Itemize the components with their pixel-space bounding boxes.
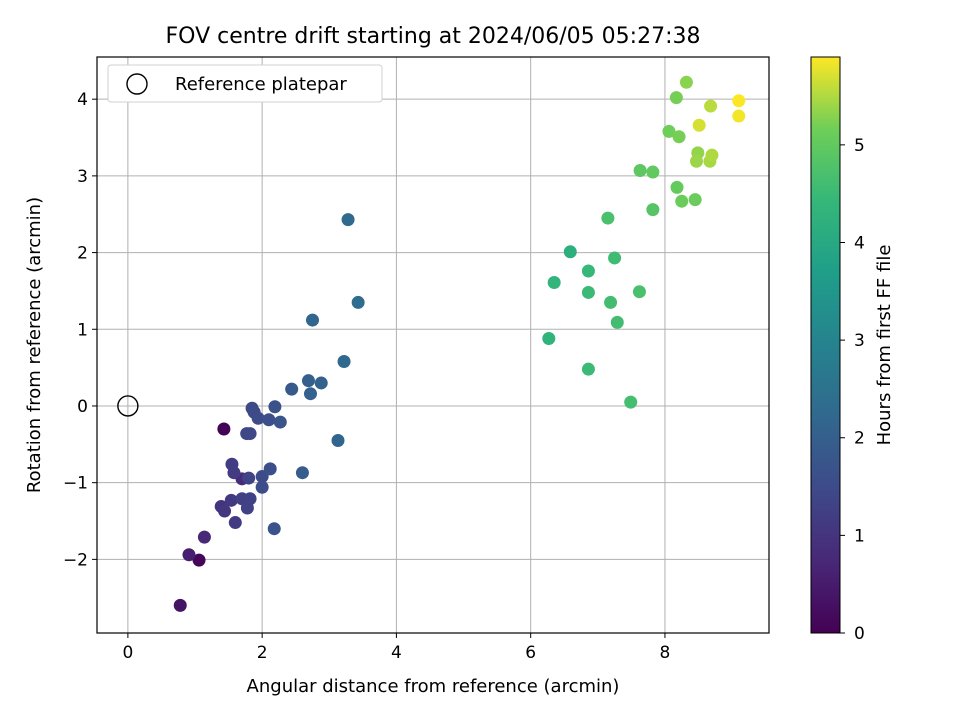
data-point [273,415,287,429]
data-point [601,211,615,225]
data-point [688,193,702,207]
x-axis-label: Angular distance from reference (arcmin) [247,676,620,697]
x-tick-label: 4 [391,643,402,663]
data-point [182,548,196,562]
data-point [679,75,693,89]
data-point [255,480,269,494]
data-point [732,94,746,108]
x-tick-label: 2 [257,643,268,663]
data-point [301,374,315,388]
data-point [732,109,746,123]
data-point [337,354,351,368]
data-point [632,285,646,299]
data-point [262,413,276,427]
data-point [563,245,577,259]
data-point [646,203,660,217]
legend: Reference platepar [107,64,383,103]
data-point [305,313,319,327]
data-point [704,99,718,113]
grid-lines [97,57,769,633]
y-tick-label: 0 [77,397,88,417]
data-points [173,75,746,612]
data-point [581,285,595,299]
data-point [646,165,660,179]
data-point [314,376,328,390]
chart-title: FOV centre drift starting at 2024/06/05 … [166,24,701,49]
data-point [295,466,309,480]
data-point [692,118,706,132]
data-point [224,493,238,507]
data-point [243,492,257,506]
data-point [225,457,239,471]
data-point [624,395,638,409]
x-tick-label: 8 [660,643,671,663]
data-point [351,295,365,309]
data-point [547,275,561,289]
data-point [608,251,622,265]
data-point [217,422,231,436]
data-point [251,411,265,425]
data-point [285,382,299,396]
data-point [542,331,556,345]
data-point [705,148,719,162]
colorbar-tick-label: 4 [854,233,865,253]
colorbar: 0 1 2 3 4 5 Hours from first FF file [810,56,895,644]
data-point [670,180,684,194]
y-axis-label: Rotation from reference (arcmin) [24,197,45,493]
data-point [331,433,345,447]
data-point [672,130,686,144]
legend-label: Reference platepar [175,74,347,95]
colorbar-tick-label: 0 [854,624,865,644]
data-point [268,400,282,414]
data-point [581,264,595,278]
data-point [255,470,269,484]
y-tick-label: −1 [63,474,88,494]
colorbar-gradient [810,56,841,634]
data-point [662,124,676,138]
legend-box [107,64,383,103]
colorbar-tick-label: 2 [854,429,865,449]
y-tick-label: 1 [77,320,88,340]
plot-frame [96,56,770,634]
data-point [243,427,257,441]
data-point [669,91,683,105]
data-point [263,462,277,476]
reference-platepar-marker [117,395,139,417]
data-point [228,516,242,530]
data-point [675,194,689,208]
data-point [689,154,703,168]
data-point [604,295,618,309]
x-axis-ticks: 0 2 4 6 8 [122,633,670,663]
colorbar-tick-label: 3 [854,331,865,351]
y-axis-ticks: −2 −1 0 1 2 3 4 [63,90,97,570]
y-tick-label: 2 [77,244,88,264]
colorbar-label: Hours from first FF file [874,245,895,446]
data-point [267,522,281,536]
data-point [303,387,317,401]
data-point [197,530,211,544]
data-point [341,213,355,227]
data-point [218,504,232,518]
data-point [173,598,187,612]
x-tick-label: 0 [122,643,133,663]
colorbar-tick-label: 5 [854,136,865,156]
legend-reference-marker [126,73,148,95]
y-tick-label: 3 [77,167,88,187]
y-tick-label: 4 [77,90,88,110]
data-point [242,471,256,485]
data-point [581,362,595,376]
colorbar-tick-label: 1 [854,526,865,546]
data-point [610,315,624,329]
colorbar-ticks: 0 1 2 3 4 5 [840,136,865,644]
data-point [633,164,647,178]
x-tick-label: 6 [525,643,536,663]
y-tick-label: −2 [63,550,88,570]
data-point [192,553,206,567]
